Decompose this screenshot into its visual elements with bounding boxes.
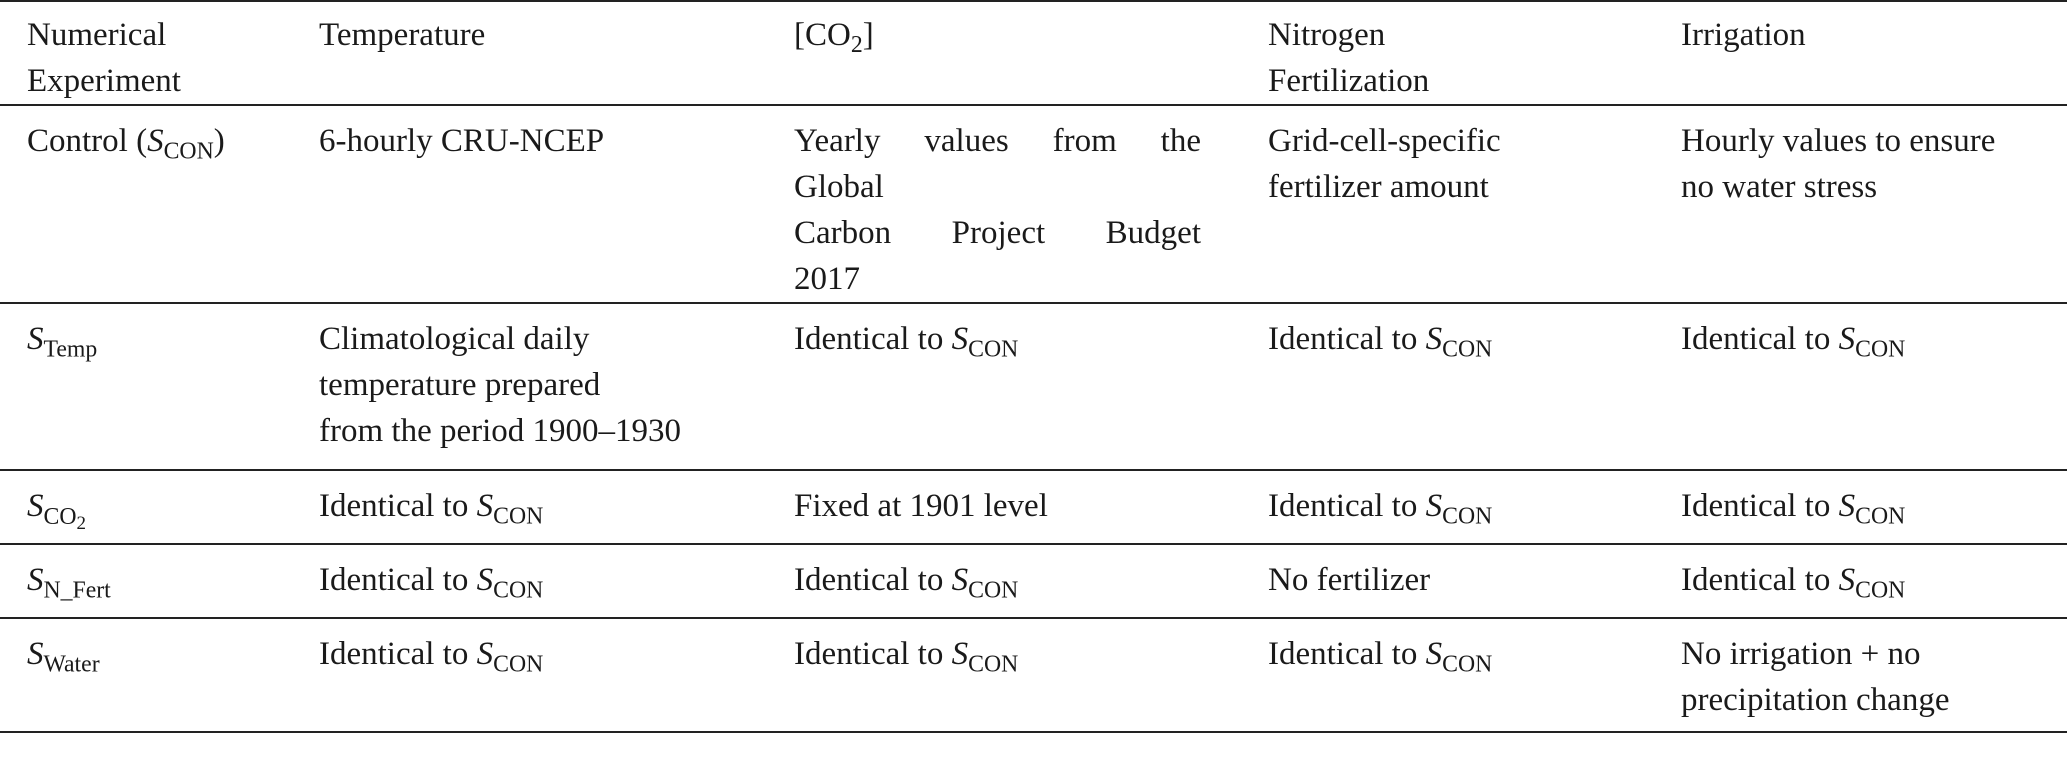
cell-irrigation: No irrigation + no precipitation change	[1654, 617, 2067, 733]
table-row: SN_Fert Identical to SCON Identical to S…	[0, 543, 2067, 618]
cell-temperature: 6-hourly CRU-NCEP	[292, 104, 767, 303]
header-nitrogen-fertilization: Nitrogen Fertilization	[1241, 0, 1654, 105]
row-label-nfert: SN_Fert	[0, 543, 292, 618]
cell-co2: Identical to SCON	[767, 617, 1241, 733]
experiment-table: Numerical Experiment Temperature [CO2] N…	[0, 0, 2067, 733]
cell-nitrogen: Identical to SCON	[1241, 302, 1654, 470]
cell-nitrogen: Identical to SCON	[1241, 469, 1654, 544]
header-numerical-experiment: Numerical Experiment	[0, 0, 292, 105]
table-row: SCO2 Identical to SCON Fixed at 1901 lev…	[0, 469, 2067, 544]
table-row: Control (SCON) 6-hourly CRU-NCEP Yearly …	[0, 104, 2067, 303]
cell-co2: Fixed at 1901 level	[767, 469, 1241, 544]
cell-co2: Identical to SCON	[767, 302, 1241, 470]
cell-irrigation: Hourly values to ensure no water stress	[1654, 104, 2067, 303]
table-row: SWater Identical to SCON Identical to SC…	[0, 617, 2067, 733]
row-label-co2: SCO2	[0, 469, 292, 544]
cell-co2: Identical to SCON	[767, 543, 1241, 618]
row-label-control: Control (SCON)	[0, 104, 292, 303]
cell-temperature: Identical to SCON	[292, 543, 767, 618]
header-co2: [CO2]	[767, 0, 1241, 105]
cell-irrigation: Identical to SCON	[1654, 543, 2067, 618]
header-temperature: Temperature	[292, 0, 767, 105]
row-label-water: SWater	[0, 617, 292, 733]
cell-temperature: Identical to SCON	[292, 469, 767, 544]
cell-irrigation: Identical to SCON	[1654, 469, 2067, 544]
cell-nitrogen: Identical to SCON	[1241, 617, 1654, 733]
cell-irrigation: Identical to SCON	[1654, 302, 2067, 470]
cell-temperature: Identical to SCON	[292, 617, 767, 733]
table-header-row: Numerical Experiment Temperature [CO2] N…	[0, 0, 2067, 105]
cell-nitrogen: Grid-cell-specific fertilizer amount	[1241, 104, 1654, 303]
header-irrigation: Irrigation	[1654, 0, 2067, 105]
cell-nitrogen: No fertilizer	[1241, 543, 1654, 618]
cell-temperature: Climatological daily temperature prepare…	[292, 302, 767, 470]
row-label-temp: STemp	[0, 302, 292, 470]
cell-co2: Yearly values from the Global Carbon Pro…	[767, 104, 1241, 303]
table-row: STemp Climatological daily temperature p…	[0, 302, 2067, 470]
